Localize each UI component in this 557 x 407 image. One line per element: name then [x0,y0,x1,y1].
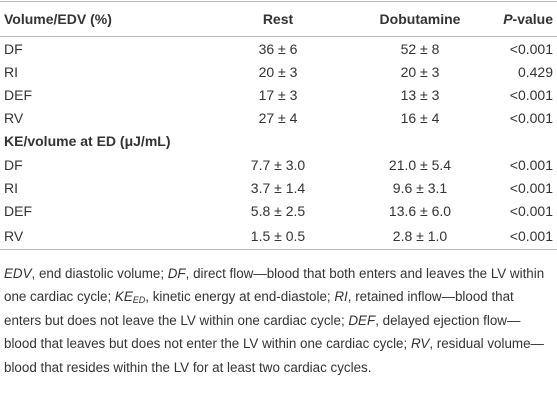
cell: RV [0,222,210,250]
cell: 27 ± 4 [258,109,298,126]
term: EDV [4,266,32,281]
term: RI [334,289,347,304]
cell: <0.001 [509,179,553,196]
cell: DEF [4,202,32,219]
definition: , end diastolic volume; [31,266,168,281]
cell: 36 ± 6 [258,40,298,57]
data-row: RI 20 ± 3 20 ± 3 0.429 [0,60,557,83]
cell: 2.8 ± 1.0 [346,222,494,250]
term-text: DF [167,266,186,281]
section-title: KE/volume at ED (μJ/mL) [4,133,171,149]
definition: , kinetic energy at end-diastole; [145,289,335,305]
cell: DF [4,40,23,57]
definition: , retained inflow—blood that enters but … [4,289,514,328]
cell: RI [4,63,18,80]
header-cell: Volume/EDV (%) [4,11,112,27]
cell: 3.7 ± 1.4 [250,179,306,196]
term-text: KE [114,289,133,305]
term-subscript: ED [132,295,146,306]
data-row: DEF 17 ± 3 13 ± 3 <0.001 [0,83,557,106]
cell: DF [4,156,23,173]
footnote: EDV, end diastolic volume; DF, direct fl… [4,262,552,379]
header-row: Volume/EDV (%) Rest Dobutamine P-value [0,1,557,37]
cell: 52 ± 8 [400,40,440,57]
term: DF [168,266,186,281]
section-row: KE/volume at ED (μJ/mL) [0,129,557,153]
cell: 20 ± 3 [400,63,440,80]
p-rest: -value [512,11,553,27]
cell: <0.001 [494,222,557,250]
cell: <0.001 [509,86,553,103]
data-row: DF 7.7 ± 3.0 21.0 ± 5.4 <0.001 [0,153,557,176]
data-row: DF 36 ± 6 52 ± 8 <0.001 [0,37,557,61]
term-text: DEF [348,312,376,328]
table-body: DF 36 ± 6 52 ± 8 <0.001 RI 20 ± 3 20 ± 3 0.429 D… [0,37,557,250]
data-row: DEF 5.8 ± 2.5 13.6 ± 6.0 <0.001 [0,199,557,222]
term-text: EDV [4,266,32,281]
term-text: RI [334,289,348,305]
header-cell: Rest [262,11,294,27]
cell: 9.6 ± 3.1 [392,179,448,196]
cell: 17 ± 3 [258,86,298,103]
cell: 0.429 [517,63,553,80]
term-text: RV [410,336,430,352]
cell: <0.001 [509,109,553,126]
cell: RI [4,179,18,196]
cell: 13 ± 3 [400,86,440,103]
term: DEF [348,313,375,328]
definition: , delayed ejection flow—blood that leave… [4,312,521,352]
cell: DEF [4,86,32,103]
cell: 5.8 ± 2.5 [250,202,306,219]
cell: 16 ± 4 [400,109,440,126]
header-cell: P-value [494,2,557,37]
cell: 7.7 ± 3.0 [250,156,306,173]
term: RV [411,336,429,351]
cell: <0.001 [509,156,553,173]
cell: 13.6 ± 6.0 [388,202,452,219]
cell: 20 ± 3 [258,63,298,80]
definition: , residual volume—blood that resides wit… [4,336,544,375]
term: KEED [114,289,146,306]
p-italic: P [503,11,513,27]
data-row: RI 3.7 ± 1.4 9.6 ± 3.1 <0.001 [0,176,557,199]
cell: RV [4,109,24,126]
data-table: Volume/EDV (%) Rest Dobutamine P-value D… [0,1,557,250]
cell: <0.001 [509,202,553,219]
data-row: RV 27 ± 4 16 ± 4 <0.001 [0,106,557,129]
definition: , direct flow—blood that both enters and… [4,266,545,305]
header-cell: Dobutamine [379,11,461,27]
cell: <0.001 [509,40,553,57]
data-row: RV 1.5 ± 0.5 2.8 ± 1.0 <0.001 [0,222,557,250]
cell: 1.5 ± 0.5 [210,222,346,250]
cell: 21.0 ± 5.4 [388,156,452,173]
